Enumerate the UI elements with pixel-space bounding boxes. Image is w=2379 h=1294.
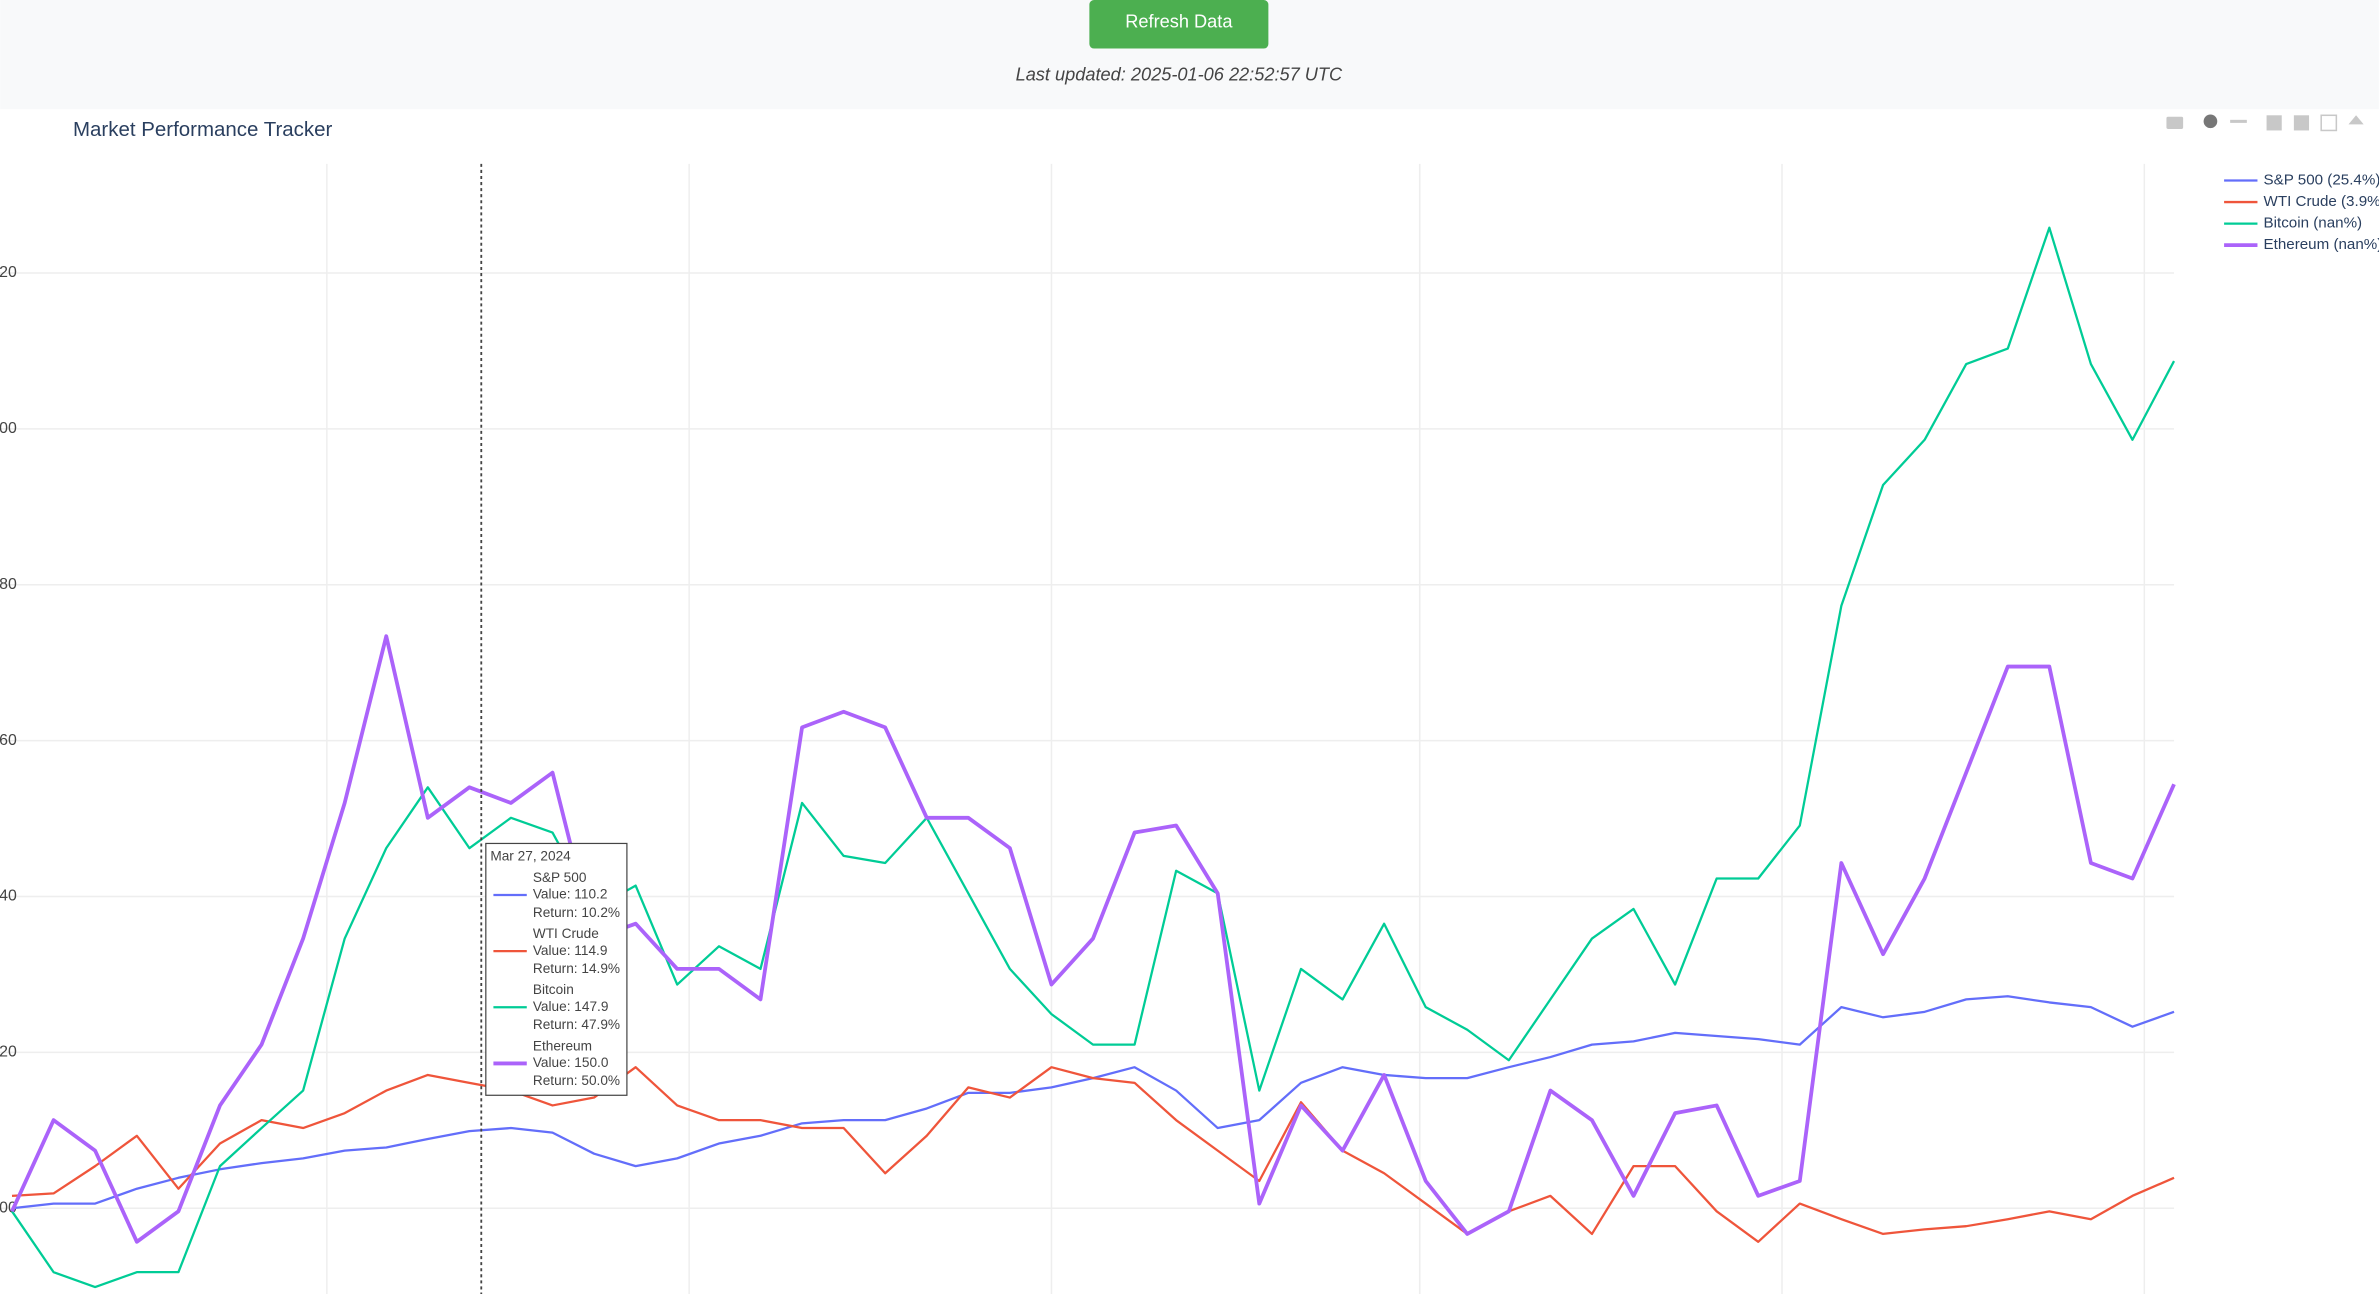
autoscale-icon[interactable] — [2320, 114, 2338, 132]
legend-label: WTI Crude (3.9%) — [2264, 193, 2379, 210]
refresh-button[interactable] — [1089, 0, 1269, 49]
tooltip-date: Mar 27, 2024 — [490, 849, 571, 864]
legend-label: Bitcoin (nan%) — [2264, 215, 2363, 232]
zoom-out-icon[interactable] — [2293, 115, 2310, 131]
zoom-in-icon[interactable] — [2266, 115, 2282, 131]
tooltip-return: Return: 10.2% — [533, 905, 620, 920]
series-line — [11, 226, 2176, 1289]
series-line — [11, 1066, 2175, 1243]
y-tick-label: 180 — [0, 576, 17, 593]
y-tick-label: 200 — [0, 420, 17, 437]
legend-label: Ethereum (nan%) — [2264, 236, 2379, 253]
reset-icon[interactable] — [2348, 115, 2364, 125]
legend-label: S&P 500 (25.4%) — [2264, 172, 2379, 189]
tooltip-return: Return: 50.0% — [533, 1073, 620, 1088]
tooltip-return: Return: 14.9% — [533, 961, 620, 976]
tooltip-value: Value: 150.0 — [533, 1055, 609, 1070]
tooltip-name: Bitcoin — [533, 982, 574, 997]
y-tick-label: 120 — [0, 1044, 17, 1061]
y-tick-label: 160 — [0, 732, 17, 749]
series-line — [11, 995, 2175, 1210]
refresh-button-label[interactable]: Refresh Data — [1125, 12, 1233, 32]
tooltip-box — [485, 842, 628, 1096]
tooltip-return: Return: 47.9% — [533, 1017, 620, 1032]
tooltip-value: Value: 114.9 — [533, 943, 608, 958]
tooltip-value: Value: 110.2 — [533, 887, 608, 902]
camera-icon[interactable] — [2166, 116, 2184, 129]
tooltip-name: WTI Crude — [533, 926, 599, 941]
plot-area: 100120140160180200220S&P 500 (25.4%)WTI … — [0, 163, 2379, 1294]
tooltip-value: Value: 147.9 — [533, 999, 609, 1014]
modebar — [2166, 114, 2364, 132]
y-tick-label: 140 — [0, 888, 17, 905]
chart-title: Market Performance Tracker — [73, 118, 333, 141]
tooltip-name: S&P 500 — [533, 870, 587, 885]
zoom-icon[interactable] — [2203, 114, 2218, 129]
last-updated: Last updated: 2025-01-06 22:52:57 UTC — [1016, 65, 1343, 85]
tooltip-name: Ethereum — [533, 1038, 592, 1053]
series-line — [10, 634, 2176, 1244]
pan-icon[interactable] — [2230, 119, 2247, 123]
y-tick-label: 220 — [0, 264, 17, 281]
